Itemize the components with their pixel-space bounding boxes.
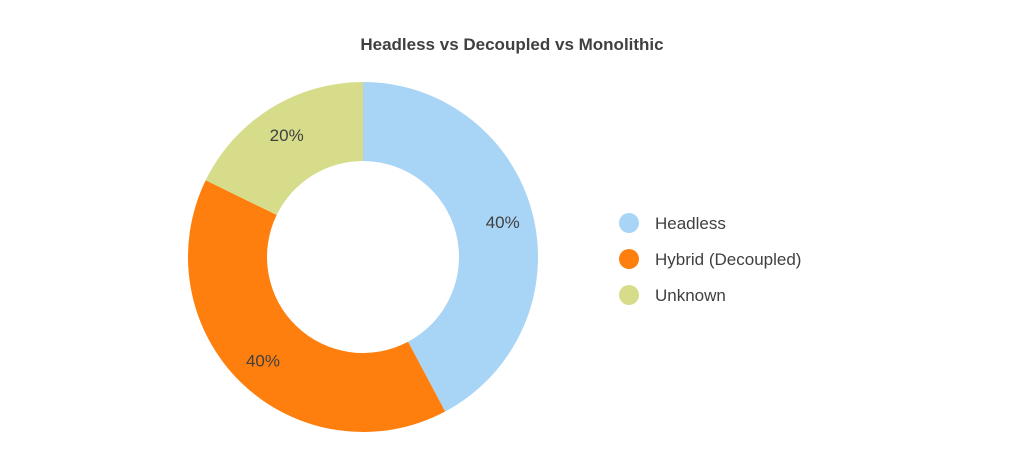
legend-item[interactable]: Hybrid (Decoupled)	[619, 249, 801, 269]
legend-swatch	[619, 213, 639, 233]
legend-swatch	[619, 285, 639, 305]
slice-value-label: 20%	[270, 126, 304, 145]
legend-swatch	[619, 249, 639, 269]
legend-label: Unknown	[655, 286, 726, 305]
slice-value-label: 40%	[246, 352, 280, 371]
legend: Headless Hybrid (Decoupled) Unknown	[619, 213, 801, 305]
slice-value-label: 40%	[486, 213, 520, 232]
slice-labels-group: 40% 40% 20%	[246, 126, 520, 371]
legend-item[interactable]: Unknown	[619, 285, 726, 305]
slices-group	[188, 82, 538, 432]
legend-label: Hybrid (Decoupled)	[655, 250, 801, 269]
slice-unknown[interactable]	[205, 82, 363, 215]
legend-label: Headless	[655, 214, 726, 233]
slice-headless[interactable]	[363, 82, 538, 412]
legend-item[interactable]: Headless	[619, 213, 726, 233]
chart-title: Headless vs Decoupled vs Monolithic	[360, 35, 663, 54]
slice-hybrid-decoupled[interactable]	[188, 180, 446, 432]
